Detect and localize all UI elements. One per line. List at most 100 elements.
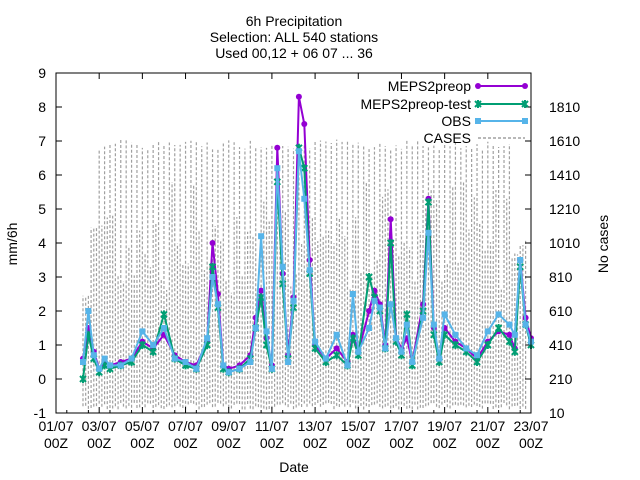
y2-tick-label: 1210 xyxy=(549,201,580,217)
series-line-obs xyxy=(82,151,532,374)
point-meps2preop xyxy=(333,345,340,352)
y-tick-label: 0 xyxy=(38,371,46,387)
point-obs xyxy=(182,359,189,365)
point-meps2preop-test xyxy=(79,375,87,383)
axis-ticks: -1 0 1 2 3 4 5 6 7 8 9 1021041061081010101210141016… xyxy=(34,65,581,451)
point-meps2preop-test xyxy=(300,164,309,173)
point-obs xyxy=(376,304,383,311)
y2-tick-label: 1610 xyxy=(549,133,580,149)
point-obs xyxy=(322,355,329,362)
point-obs xyxy=(495,311,502,318)
point-obs xyxy=(366,325,373,331)
point-meps2preop-test xyxy=(160,310,168,319)
chart-title-line-1: 6h Precipitation xyxy=(246,13,343,29)
point-meps2preop-test xyxy=(511,347,519,356)
point-obs xyxy=(225,369,232,376)
point-obs xyxy=(160,325,167,331)
y-axis-label: mm/6h xyxy=(4,223,20,266)
point-meps2preop xyxy=(301,121,308,127)
point-meps2preop-test xyxy=(386,239,395,247)
point-obs xyxy=(387,301,394,308)
point-meps2preop-test xyxy=(403,310,411,319)
point-obs xyxy=(295,148,302,155)
point-obs xyxy=(117,362,124,369)
point-obs xyxy=(506,321,513,328)
point-meps2preop-test xyxy=(138,341,147,349)
point-obs xyxy=(301,195,308,202)
point-obs xyxy=(344,362,351,369)
legend-label-meps2preop-test: MEPS2preop-test xyxy=(361,96,472,112)
series-line-meps2preop-test xyxy=(82,147,532,380)
point-meps2preop xyxy=(295,93,302,100)
point-obs xyxy=(263,328,270,335)
point-obs xyxy=(403,321,410,328)
x-tick-label-date: 01/07 xyxy=(38,418,73,434)
x-tick-label-date: 03/07 xyxy=(82,418,117,434)
chart-title-line-3: Used 00,12 + 06 07 ... 36 xyxy=(215,45,373,61)
point-obs xyxy=(193,365,200,372)
point-obs xyxy=(90,352,97,359)
y2-tick-label: 1810 xyxy=(549,99,580,115)
y-tick-label: 7 xyxy=(38,133,46,149)
point-obs xyxy=(333,331,340,338)
x-tick-label-date: 13/07 xyxy=(298,418,333,434)
legend-label-cases: CASES xyxy=(424,130,471,146)
point-obs xyxy=(371,297,378,304)
y-tick-label: 6 xyxy=(38,167,46,183)
point-meps2preop-test xyxy=(208,262,217,271)
point-obs xyxy=(355,348,362,355)
point-meps2preop-test xyxy=(424,198,433,207)
point-meps2preop xyxy=(366,308,373,314)
x-tick-label-hour: 00Z xyxy=(260,435,285,451)
y2-tick-label: 1010 xyxy=(549,235,580,251)
legend: MEPS2preop MEPS2preop-test OBS CASES xyxy=(361,78,529,146)
legend-marker-obs xyxy=(475,118,481,124)
point-meps2preop-test xyxy=(257,293,265,302)
point-obs xyxy=(517,257,524,263)
point-meps2preop xyxy=(387,216,394,223)
point-obs xyxy=(484,328,491,335)
point-meps2preop-test xyxy=(451,341,460,349)
legend-marker-meps2preop-test xyxy=(521,100,529,108)
point-obs xyxy=(452,331,459,338)
point-obs xyxy=(393,335,400,342)
y2-tick-label: 210 xyxy=(549,371,573,387)
x-tick-label-date: 11/07 xyxy=(255,418,289,434)
y2-axis-label: No cases xyxy=(595,215,611,273)
point-obs xyxy=(306,267,313,274)
point-obs xyxy=(268,365,275,372)
point-obs xyxy=(85,308,92,314)
point-obs xyxy=(79,359,86,365)
point-obs xyxy=(420,314,427,321)
point-meps2preop-test xyxy=(149,347,157,356)
point-obs xyxy=(279,263,286,270)
point-obs xyxy=(150,342,157,348)
x-tick-label-hour: 00Z xyxy=(130,435,155,451)
x-tick-label-date: 21/07 xyxy=(470,418,505,434)
x-axis-label: Date xyxy=(279,459,309,475)
y-tick-label: 2 xyxy=(38,303,46,319)
point-obs xyxy=(96,365,103,372)
point-obs xyxy=(204,335,211,342)
point-obs xyxy=(139,328,146,335)
y2-tick-label: 610 xyxy=(549,303,573,319)
x-tick-label-hour: 00Z xyxy=(217,435,242,451)
x-tick-label-hour: 00Z xyxy=(346,435,371,451)
legend-marker-meps2preop xyxy=(475,83,481,89)
point-obs xyxy=(252,325,259,331)
point-meps2preop xyxy=(209,240,216,246)
x-tick-label-date: 17/07 xyxy=(384,418,419,434)
point-obs xyxy=(290,297,297,304)
x-tick-label-date: 15/07 xyxy=(341,418,376,434)
point-obs xyxy=(106,362,113,369)
x-tick-label-hour: 00Z xyxy=(476,435,501,451)
y-tick-label: 3 xyxy=(38,269,46,285)
point-obs xyxy=(463,345,470,352)
point-obs xyxy=(274,165,281,172)
point-obs xyxy=(312,338,319,345)
x-tick-label-date: 09/07 xyxy=(211,418,246,434)
y-tick-label: 4 xyxy=(38,235,46,251)
point-obs xyxy=(128,355,135,362)
y2-tick-label: 1410 xyxy=(549,167,580,183)
